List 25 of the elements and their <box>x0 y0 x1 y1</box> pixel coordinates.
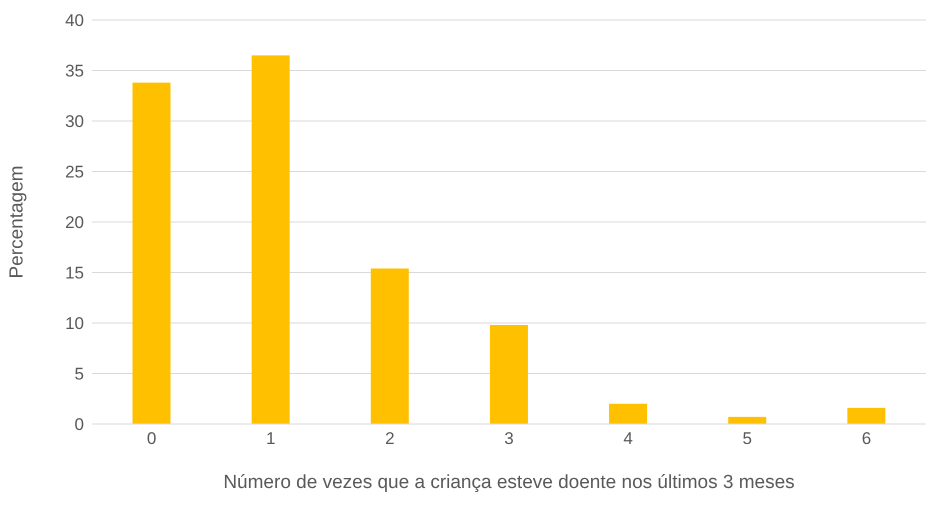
bar <box>132 82 171 424</box>
y-tick-label: 30 <box>65 112 84 132</box>
x-tick-label: 6 <box>862 429 872 448</box>
y-tick-label: 20 <box>65 213 84 232</box>
x-tick-label: 1 <box>266 429 276 448</box>
y-tick-label: 15 <box>65 264 84 283</box>
bar <box>847 408 886 424</box>
y-tick-label: 5 <box>74 364 84 384</box>
x-axis-title: Número de vezes que a criança esteve doente nos últimos 3 meses <box>223 472 795 493</box>
y-tick-label: 10 <box>65 314 84 334</box>
y-tick-label: 0 <box>74 415 84 434</box>
bar <box>728 416 766 424</box>
x-tick-label: 5 <box>742 429 752 448</box>
x-tick-label: 4 <box>623 429 633 448</box>
y-tick-label: 40 <box>65 11 84 30</box>
bar <box>370 268 409 424</box>
x-tick-label: 3 <box>504 429 514 448</box>
bar <box>490 325 528 424</box>
y-tick-label: 35 <box>65 62 84 81</box>
y-tick-label: 25 <box>65 162 84 182</box>
bar <box>609 404 648 424</box>
x-tick-label: 0 <box>146 429 156 448</box>
y-axis-title: Percentagem <box>6 165 28 279</box>
x-tick-label: 2 <box>385 429 395 448</box>
bar <box>252 55 290 424</box>
